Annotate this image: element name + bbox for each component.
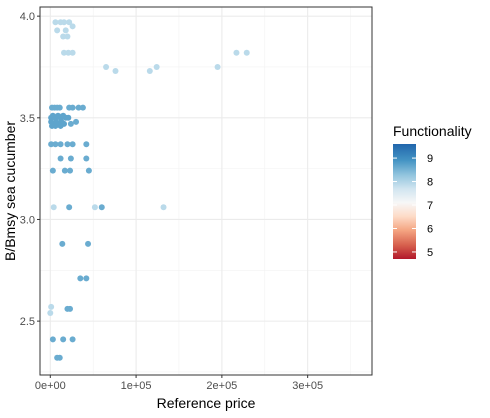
x-tick-label: 2e+05	[206, 380, 237, 392]
data-point	[64, 141, 71, 148]
data-point	[50, 204, 57, 211]
data-point	[83, 275, 90, 282]
grid-major	[40, 7, 372, 375]
x-tick-label: 3e+05	[292, 380, 323, 392]
y-tick-label: 3.0	[20, 214, 35, 226]
data-point	[112, 68, 119, 75]
data-point	[85, 167, 92, 174]
x-tick-label: 1e+05	[121, 380, 152, 392]
data-point	[233, 49, 240, 56]
x-tick-label: 0e+00	[35, 380, 66, 392]
data-point	[83, 141, 90, 148]
data-point	[69, 23, 76, 30]
data-point	[48, 141, 55, 148]
data-point	[83, 155, 90, 162]
data-point	[85, 240, 92, 247]
data-point	[69, 104, 76, 111]
y-axis-ticks: 2.5 3.0 3.5 4.0	[20, 11, 40, 328]
data-point	[60, 33, 67, 40]
data-point	[214, 63, 221, 70]
data-point	[243, 49, 250, 56]
legend-tick-label: 6	[427, 223, 433, 235]
legend-tick-label: 5	[427, 247, 433, 259]
data-point	[69, 141, 76, 148]
data-point	[160, 204, 167, 211]
data-point	[79, 104, 86, 111]
data-point	[75, 104, 82, 111]
data-point	[54, 27, 61, 34]
data-point	[98, 204, 105, 211]
data-point	[91, 204, 98, 211]
legend: Functionality 5 6 7 8 9	[393, 123, 472, 259]
data-point	[57, 141, 64, 148]
data-point	[61, 49, 68, 56]
data-point	[59, 240, 66, 247]
data-point	[64, 33, 71, 40]
data-point	[69, 336, 76, 343]
data-point	[56, 354, 63, 361]
data-point	[57, 122, 64, 129]
grid-minor	[40, 7, 372, 375]
legend-tick-label: 8	[427, 177, 433, 189]
data-point	[65, 114, 72, 121]
data-point	[77, 275, 84, 282]
data-point	[52, 122, 59, 129]
data-point	[56, 104, 63, 111]
data-point	[52, 141, 59, 148]
legend-tick-label: 7	[427, 200, 433, 212]
data-point	[67, 120, 74, 127]
data-point	[48, 303, 55, 310]
data-point	[153, 63, 160, 70]
data-point	[62, 27, 69, 34]
data-point	[65, 49, 72, 56]
data-point	[66, 19, 73, 26]
data-point	[66, 204, 73, 211]
x-axis-title: Reference price	[157, 395, 256, 411]
data-point	[67, 155, 74, 162]
data-point	[61, 19, 68, 26]
data-point	[103, 63, 110, 70]
data-point	[49, 336, 56, 343]
data-point	[57, 155, 64, 162]
legend-tick-label: 9	[427, 153, 433, 165]
data-points	[47, 19, 250, 361]
data-point	[73, 118, 80, 125]
data-point	[49, 167, 56, 174]
x-axis-ticks: 0e+00 1e+05 2e+05 3e+05	[35, 375, 323, 392]
legend-title: Functionality	[393, 123, 472, 139]
data-point	[61, 167, 68, 174]
y-axis-title: B/Bmsy sea cucumber	[2, 121, 18, 261]
data-point	[69, 49, 76, 56]
data-point	[52, 19, 59, 26]
legend-colorbar	[393, 144, 416, 259]
data-point	[67, 305, 74, 312]
data-point	[60, 336, 67, 343]
panel-border	[39, 6, 373, 376]
data-point	[47, 309, 54, 316]
y-tick-label: 3.5	[20, 113, 35, 125]
data-point	[146, 68, 153, 75]
legend-ticks: 5 6 7 8 9	[393, 153, 433, 259]
y-tick-label: 4.0	[20, 11, 35, 23]
panel-background	[40, 7, 372, 375]
y-tick-label: 2.5	[20, 316, 35, 328]
data-point	[67, 167, 74, 174]
